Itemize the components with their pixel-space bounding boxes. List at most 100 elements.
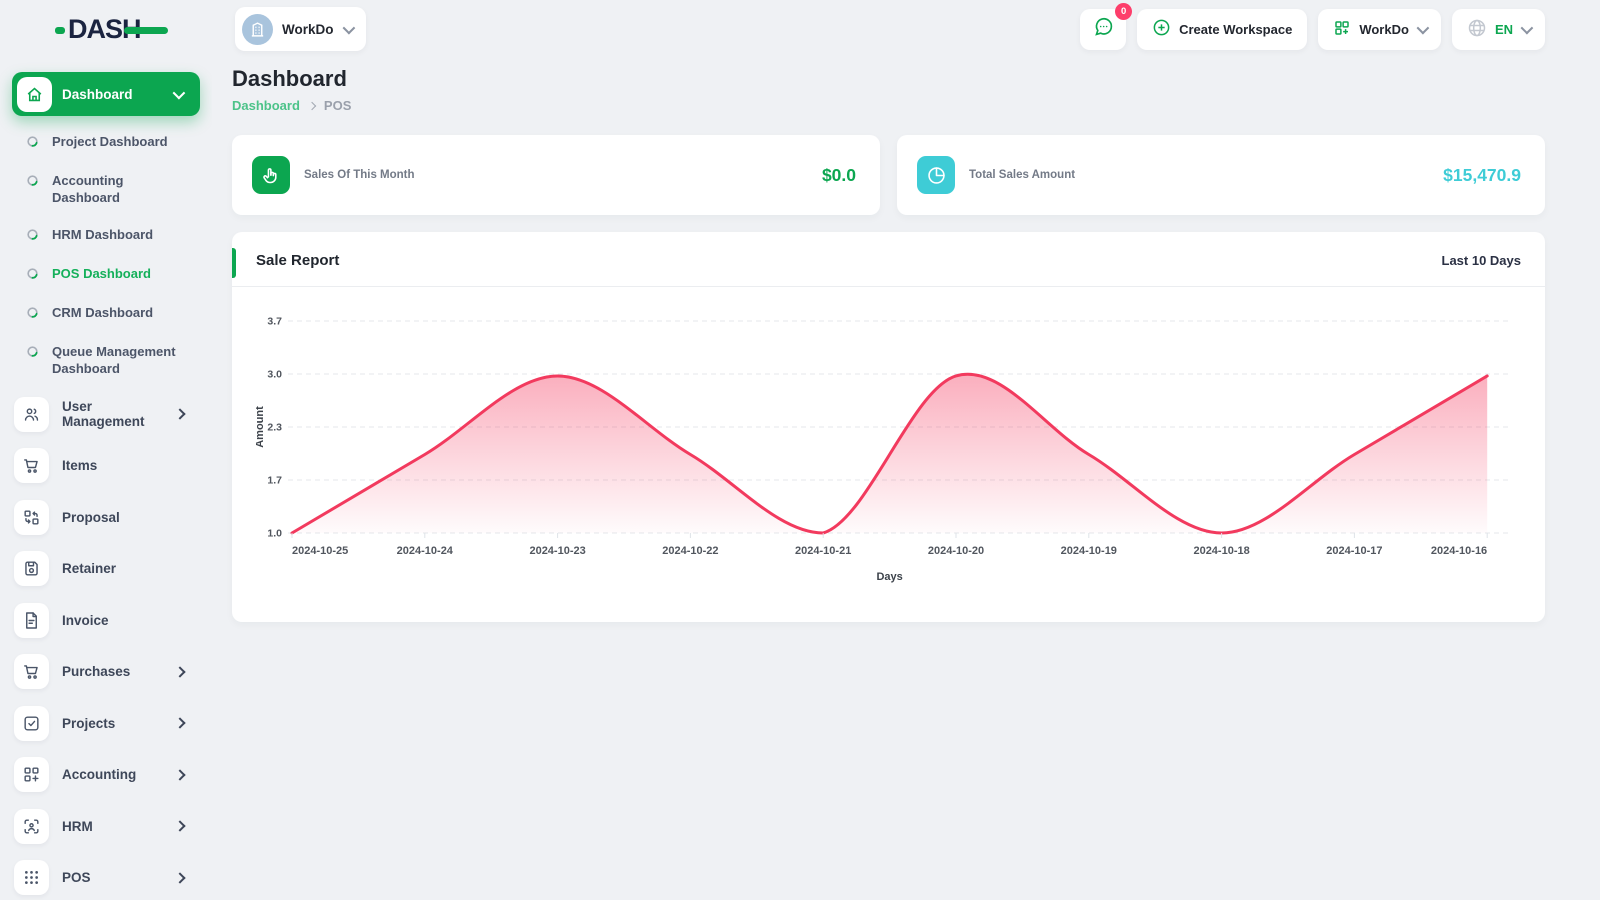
workspace-selector[interactable]: WorkDo xyxy=(235,7,366,51)
sidebar-menu: User Management Items Proposal Retainer Invo… xyxy=(12,392,200,900)
check-square-icon xyxy=(14,705,49,741)
grid-plus-icon xyxy=(14,757,49,793)
pie-chart-icon xyxy=(917,156,955,194)
chevron-right-icon xyxy=(174,408,186,420)
svg-text:2024-10-16: 2024-10-16 xyxy=(1431,545,1487,557)
sidebar-item-pos[interactable]: POS xyxy=(12,855,200,900)
plus-circle-icon xyxy=(1152,18,1171,40)
sidebar-item-invoice[interactable]: Invoice xyxy=(12,598,200,643)
circle-check-icon xyxy=(26,228,39,246)
chevron-right-icon xyxy=(307,101,317,110)
sidebar-item-label: User Management xyxy=(62,399,145,430)
svg-text:2024-10-25: 2024-10-25 xyxy=(292,545,348,557)
top-right-controls: 0 Create Workspace WorkDo EN xyxy=(1080,2,1545,50)
stat-card-sales-this-month: Sales Of This Month $0.0 xyxy=(232,135,880,215)
create-workspace-label: Create Workspace xyxy=(1179,21,1293,37)
sidebar-item-retainer[interactable]: Retainer xyxy=(12,546,200,591)
sidebar-item-user-management[interactable]: User Management xyxy=(12,392,200,437)
svg-text:Amount: Amount xyxy=(256,406,266,448)
card-accent-bar xyxy=(232,248,236,278)
stat-value: $15,470.9 xyxy=(1443,164,1521,185)
circle-check-icon xyxy=(26,135,39,153)
area-chart[interactable]: 3.7 3.0 2.3 1.7 1.0 Amount 2024-10-25 2024-10-2… xyxy=(254,301,1521,601)
sidebar-subitem-label: HRM Dashboard xyxy=(52,226,154,242)
workspace-dropdown[interactable]: WorkDo xyxy=(1318,8,1441,50)
save-icon xyxy=(14,551,49,587)
logo-dash-icon xyxy=(55,27,65,34)
chevron-right-icon xyxy=(174,820,186,832)
breadcrumb-dashboard-link[interactable]: Dashboard xyxy=(232,98,300,113)
circle-check-icon xyxy=(26,306,39,324)
sidebar-subitem-hrm-dashboard[interactable]: HRM Dashboard xyxy=(12,217,200,256)
chevron-down-icon xyxy=(172,86,186,99)
sidebar-item-proposal[interactable]: Proposal xyxy=(12,495,200,540)
users-icon xyxy=(14,396,49,432)
sidebar-item-purchases[interactable]: Purchases xyxy=(12,649,200,694)
svg-text:2024-10-19: 2024-10-19 xyxy=(1061,545,1117,557)
sale-report-card: Sale Report Last 10 Days 3.7 3.0 2.3 1.7 1.0… xyxy=(232,232,1545,622)
sidebar-item-label: Purchases xyxy=(62,664,131,680)
sale-report-header: Sale Report Last 10 Days xyxy=(232,232,1545,287)
language-selector[interactable]: EN xyxy=(1451,8,1545,50)
stat-label: Total Sales Amount xyxy=(969,169,1076,181)
svg-text:2024-10-18: 2024-10-18 xyxy=(1193,545,1249,557)
grid-add-icon xyxy=(1333,19,1351,40)
cart-icon xyxy=(14,654,49,690)
breadcrumb-current: POS xyxy=(323,98,352,113)
dots-grid-icon xyxy=(14,860,49,896)
messages-button[interactable]: 0 xyxy=(1080,2,1133,50)
hand-click-icon xyxy=(252,156,290,194)
sidebar-item-label: Proposal xyxy=(62,509,120,525)
circle-check-icon xyxy=(26,345,39,363)
svg-text:2024-10-23: 2024-10-23 xyxy=(529,545,585,557)
svg-text:2024-10-22: 2024-10-22 xyxy=(662,545,718,557)
svg-text:3.0: 3.0 xyxy=(267,369,282,381)
sidebar-item-label: POS xyxy=(62,870,91,886)
svg-text:2024-10-21: 2024-10-21 xyxy=(795,545,851,557)
sidebar-item-hrm[interactable]: HRM xyxy=(12,804,200,849)
create-workspace-button[interactable]: Create Workspace xyxy=(1137,8,1308,50)
svg-text:1.0: 1.0 xyxy=(267,528,282,540)
home-icon xyxy=(17,76,52,112)
sidebar-item-label: Accounting xyxy=(62,767,137,783)
svg-text:2024-10-24: 2024-10-24 xyxy=(397,545,454,557)
messages-count-badge: 0 xyxy=(1115,2,1133,20)
sidebar-subitem-label: CRM Dashboard xyxy=(52,304,154,320)
sidebar: Dashboard Project Dashboard Accounting Da… xyxy=(0,58,212,900)
circle-check-icon xyxy=(26,174,39,192)
sidebar-subitem-label: Queue Management Dashboard xyxy=(52,343,176,376)
svg-text:2.3: 2.3 xyxy=(267,422,282,434)
svg-text:3.7: 3.7 xyxy=(267,316,282,328)
sidebar-subitem-label: Project Dashboard xyxy=(52,134,168,149)
dashboard-submenu: Project Dashboard Accounting Dashboard HRM… xyxy=(12,116,200,392)
sidebar-item-projects[interactable]: Projects xyxy=(12,701,200,746)
sidebar-subitem-label: Accounting Dashboard xyxy=(52,173,124,205)
svg-text:Days: Days xyxy=(876,571,902,583)
svg-text:1.7: 1.7 xyxy=(267,475,282,487)
sidebar-subitem-accounting-dashboard[interactable]: Accounting Dashboard xyxy=(12,163,200,217)
sale-report-range: Last 10 Days xyxy=(1441,253,1522,268)
page-title: Dashboard xyxy=(232,66,347,91)
sidebar-subitem-project-dashboard[interactable]: Project Dashboard xyxy=(12,124,200,163)
sidebar-subitem-pos-dashboard[interactable]: POS Dashboard xyxy=(12,256,200,295)
sidebar-item-label: Retainer xyxy=(62,561,117,577)
hrm-icon xyxy=(14,808,49,844)
sidebar-subitem-queue-management-dashboard[interactable]: Queue Management Dashboard xyxy=(12,334,200,388)
sidebar-subitem-crm-dashboard[interactable]: CRM Dashboard xyxy=(12,295,200,334)
sidebar-item-items[interactable]: Items xyxy=(12,443,200,488)
breadcrumb: Dashboard POS xyxy=(232,98,1545,113)
sidebar-item-label: Projects xyxy=(62,715,116,731)
top-bar: DASH WorkDo 0 Create Workspace WorkDo EN xyxy=(0,0,1600,58)
sidebar-item-accounting[interactable]: Accounting xyxy=(12,752,200,797)
sale-report-title: Sale Report xyxy=(256,252,340,269)
language-label: EN xyxy=(1494,21,1513,37)
sidebar-item-dashboard[interactable]: Dashboard xyxy=(12,72,200,116)
chevron-right-icon xyxy=(174,871,186,884)
chevron-down-icon xyxy=(342,21,355,34)
stat-card-total-sales: Total Sales Amount $15,470.9 xyxy=(897,135,1545,215)
stat-label: Sales Of This Month xyxy=(304,169,415,181)
sidebar-item-label: Invoice xyxy=(62,612,109,628)
chevron-right-icon xyxy=(174,717,186,729)
stats-row: Sales Of This Month $0.0 Total Sales Amo… xyxy=(232,135,1545,215)
app-logo[interactable]: DASH xyxy=(55,14,210,45)
